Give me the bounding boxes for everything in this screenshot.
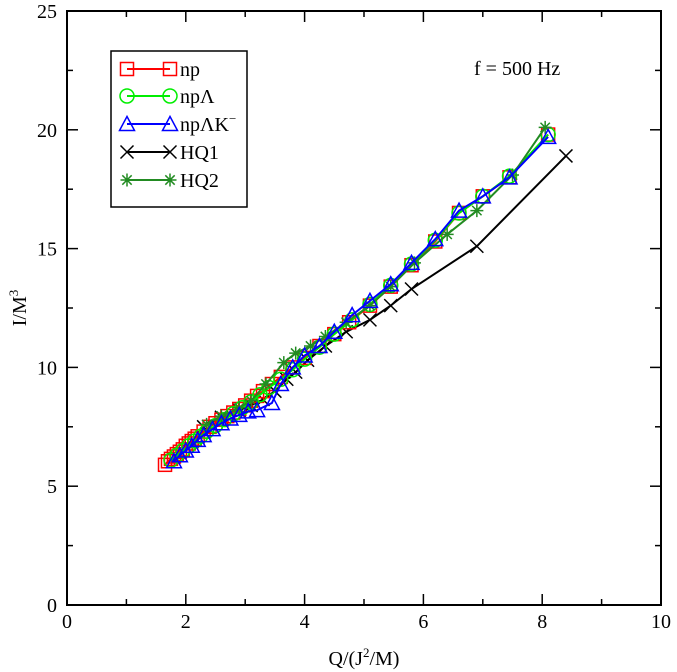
data-point-npLambda <box>296 351 313 367</box>
data-point-npLambdaK <box>325 322 344 340</box>
data-point-HQ2 <box>244 394 258 408</box>
legend-label-hq2: HQ2 <box>180 170 219 192</box>
x-tick-label: 8 <box>537 611 547 633</box>
data-point-npLambdaK <box>283 358 302 375</box>
data-point-HQ2 <box>259 377 273 391</box>
data-point-npLambdaK <box>426 230 445 247</box>
legend-entry-HQ1 <box>119 144 178 160</box>
data-point-npLambdaK <box>381 275 400 292</box>
legend-marker-npLambda <box>162 88 178 104</box>
y-tick-label: 20 <box>37 120 57 142</box>
data-point-npLambda <box>273 371 289 388</box>
legend-marker-HQ1 <box>162 144 178 160</box>
legend-marker-HQ2 <box>120 173 134 187</box>
data-point-npLambdaK <box>295 346 314 363</box>
data-point-npLambdaK <box>263 393 281 411</box>
data-point-npLambdaK <box>539 127 557 145</box>
tick-marks <box>66 10 662 606</box>
legend-entry-HQ2 <box>120 173 177 187</box>
data-point-npLambda <box>284 362 301 378</box>
legend-marker-np <box>162 61 178 77</box>
data-point-npLambdaK <box>402 253 421 271</box>
data-point-HQ2 <box>440 227 454 241</box>
y-tick-label: 5 <box>47 476 57 498</box>
x-tick-label: 2 <box>181 611 191 633</box>
legend: np npΛ npΛK− HQ1 HQ2 <box>110 50 248 208</box>
data-point-HQ1 <box>404 281 419 297</box>
legend-marker-HQ2 <box>163 173 177 187</box>
data-point-npLambdaK <box>177 441 195 458</box>
data-point-HQ2 <box>289 346 303 360</box>
data-point-HQ1 <box>383 298 398 313</box>
y-tick-label: 15 <box>37 239 57 261</box>
data-point-HQ1 <box>469 239 484 254</box>
y-tick-label: 0 <box>47 595 57 617</box>
data-point-npLambdaK <box>450 201 468 218</box>
legend-label-nplambdak: npΛK− <box>180 111 236 136</box>
data-point-npLambdaK <box>171 446 189 463</box>
data-point-npLambdaK <box>194 426 213 443</box>
x-tick-label: 4 <box>300 611 310 633</box>
series-line-HQ2 <box>206 126 547 426</box>
legend-label-nplambda: npΛ <box>180 86 215 108</box>
legend-marker-np <box>119 61 135 77</box>
series-line-npLambdaK <box>173 136 549 463</box>
data-point-HQ2 <box>384 280 398 294</box>
data-point-npLambdaK <box>203 420 222 437</box>
data-point-HQ2 <box>407 256 421 270</box>
data-point-npLambdaK <box>474 187 492 204</box>
data-point-npLambdaK <box>188 430 207 448</box>
data-point-npLambdaK <box>361 291 379 309</box>
legend-marker-HQ1 <box>119 144 135 160</box>
legend-entry-np <box>119 61 178 77</box>
series-npLambdaK <box>165 127 557 469</box>
data-point-npLambdaK <box>165 452 183 469</box>
data-point-npLambda <box>451 205 467 221</box>
data-point-npLambdaK <box>500 168 519 185</box>
data-point-HQ2 <box>363 299 377 313</box>
data-point-HQ2 <box>538 120 552 134</box>
data-point-HQ2 <box>277 356 291 370</box>
data-point-HQ2 <box>318 330 332 344</box>
legend-label-hq1: HQ1 <box>180 142 219 164</box>
series-HQ2 <box>200 120 552 431</box>
legend-entry-npLambdaK <box>118 114 179 132</box>
data-point-npLambda <box>427 232 444 249</box>
legend-marker-npLambdaK <box>118 114 136 132</box>
data-point-HQ1 <box>558 148 573 163</box>
legend-marker-npLambda <box>119 88 135 104</box>
x-tick-label: 6 <box>418 611 428 633</box>
y-tick-label: 10 <box>37 357 57 379</box>
annotation-frequency: f = 500 Hz <box>474 58 560 80</box>
data-point-HQ1 <box>362 312 377 327</box>
data-point-HQ2 <box>470 204 484 218</box>
data-point-npLambdaK <box>248 401 266 418</box>
legend-entry-npLambda <box>119 88 178 104</box>
data-point-npLambdaK <box>310 336 329 354</box>
data-point-npLambdaK <box>272 374 290 392</box>
data-point-npLambdaK <box>182 436 201 454</box>
data-point-HQ2 <box>304 339 318 353</box>
y-axis-title: I/M3 <box>6 290 31 327</box>
x-tick-label: 10 <box>651 611 671 633</box>
x-tick-label: 0 <box>62 611 72 633</box>
y-tick-label: 25 <box>37 1 57 23</box>
x-axis-title: Q/(J2/M) <box>329 645 400 670</box>
legend-label-np: np <box>180 59 200 81</box>
data-point-npLambdaK <box>212 414 231 431</box>
data-point-HQ2 <box>200 417 214 431</box>
legend-marker-npLambdaK <box>161 114 179 132</box>
series-layer <box>157 120 573 473</box>
data-point-npLambda <box>403 256 420 272</box>
data-point-npLambdaK <box>343 306 361 323</box>
